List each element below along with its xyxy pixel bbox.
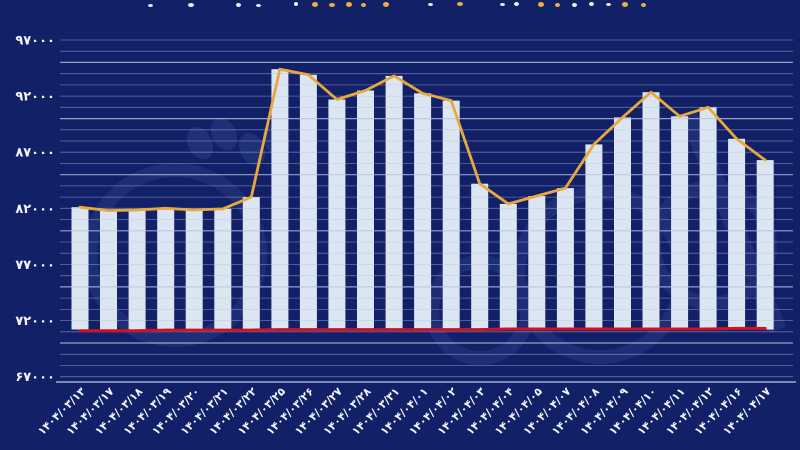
bar bbox=[128, 210, 146, 330]
bar bbox=[214, 208, 232, 330]
bar bbox=[357, 90, 374, 330]
trend-line-orange bbox=[78, 67, 767, 213]
bar bbox=[328, 99, 346, 330]
bar bbox=[642, 92, 660, 330]
bar bbox=[471, 183, 489, 330]
bar bbox=[185, 210, 203, 330]
y-axis-tick-label: ۷۲۰۰۰ bbox=[15, 314, 55, 329]
clipped-title-dot bbox=[236, 3, 241, 7]
bar bbox=[299, 74, 317, 330]
bar bbox=[585, 144, 603, 330]
clipped-title-dot bbox=[256, 4, 261, 7]
bar bbox=[157, 208, 175, 330]
clipped-title-dot bbox=[346, 2, 352, 7]
clipped-title-dot bbox=[148, 4, 153, 7]
y-axis-tick-label: ۹۲۰۰۰ bbox=[15, 90, 55, 105]
clipped-title-dot bbox=[514, 2, 519, 6]
bar bbox=[271, 69, 289, 330]
clipped-title-dot bbox=[294, 2, 298, 6]
clipped-title-dot bbox=[329, 3, 335, 7]
clipped-title-dot bbox=[383, 2, 389, 7]
bar bbox=[71, 207, 89, 330]
clipped-title-dot bbox=[555, 3, 560, 7]
clipped-title-dot bbox=[428, 3, 433, 6]
x-axis-labels: ۱۴۰۴/۰۳/۱۳۱۴۰۴/۰۳/۱۷۱۴۰۴/۰۳/۱۸۱۴۰۴/۰۳/۱۹… bbox=[35, 385, 773, 438]
bar bbox=[671, 116, 689, 330]
y-axis-tick-label: ۶۷۰۰۰ bbox=[15, 370, 55, 385]
clipped-title-dot bbox=[500, 3, 505, 6]
bar bbox=[100, 210, 117, 330]
y-axis-tick-label: ۹۷۰۰۰ bbox=[15, 34, 55, 49]
bar bbox=[556, 188, 574, 330]
y-axis-tick-label: ۸۲۰۰۰ bbox=[15, 202, 55, 217]
bar bbox=[528, 196, 546, 330]
clipped-title-dot bbox=[538, 2, 544, 7]
clipped-title-dot bbox=[572, 3, 577, 7]
clipped-title-dot bbox=[188, 3, 194, 7]
bar bbox=[385, 75, 403, 330]
clipped-title-dot bbox=[457, 2, 463, 6]
y-axis-labels: ۹۷۰۰۰ ۹۲۰۰۰ ۸۷۰۰۰ ۸۲۰۰۰ ۷۷۰۰۰ ۷۲۰۰۰ ۶۷۰۰۰ bbox=[15, 34, 55, 386]
clipped-title-dot bbox=[606, 3, 611, 6]
clipped-title-dot bbox=[641, 3, 646, 7]
clipped-title-dot bbox=[622, 2, 628, 7]
clipped-title-dot bbox=[361, 3, 366, 7]
bar bbox=[614, 117, 631, 330]
reference-line-red bbox=[78, 326, 767, 333]
y-axis-tick-label: ۸۷۰۰۰ bbox=[15, 146, 55, 161]
bar bbox=[499, 203, 517, 330]
clipped-title-dot bbox=[312, 2, 318, 7]
clipped-title-dot bbox=[589, 2, 594, 6]
bar bbox=[414, 93, 432, 330]
bar bbox=[699, 107, 717, 330]
bar bbox=[728, 138, 746, 330]
y-axis-tick-label: ۷۷۰۰۰ bbox=[15, 258, 55, 273]
bar bbox=[442, 100, 460, 330]
